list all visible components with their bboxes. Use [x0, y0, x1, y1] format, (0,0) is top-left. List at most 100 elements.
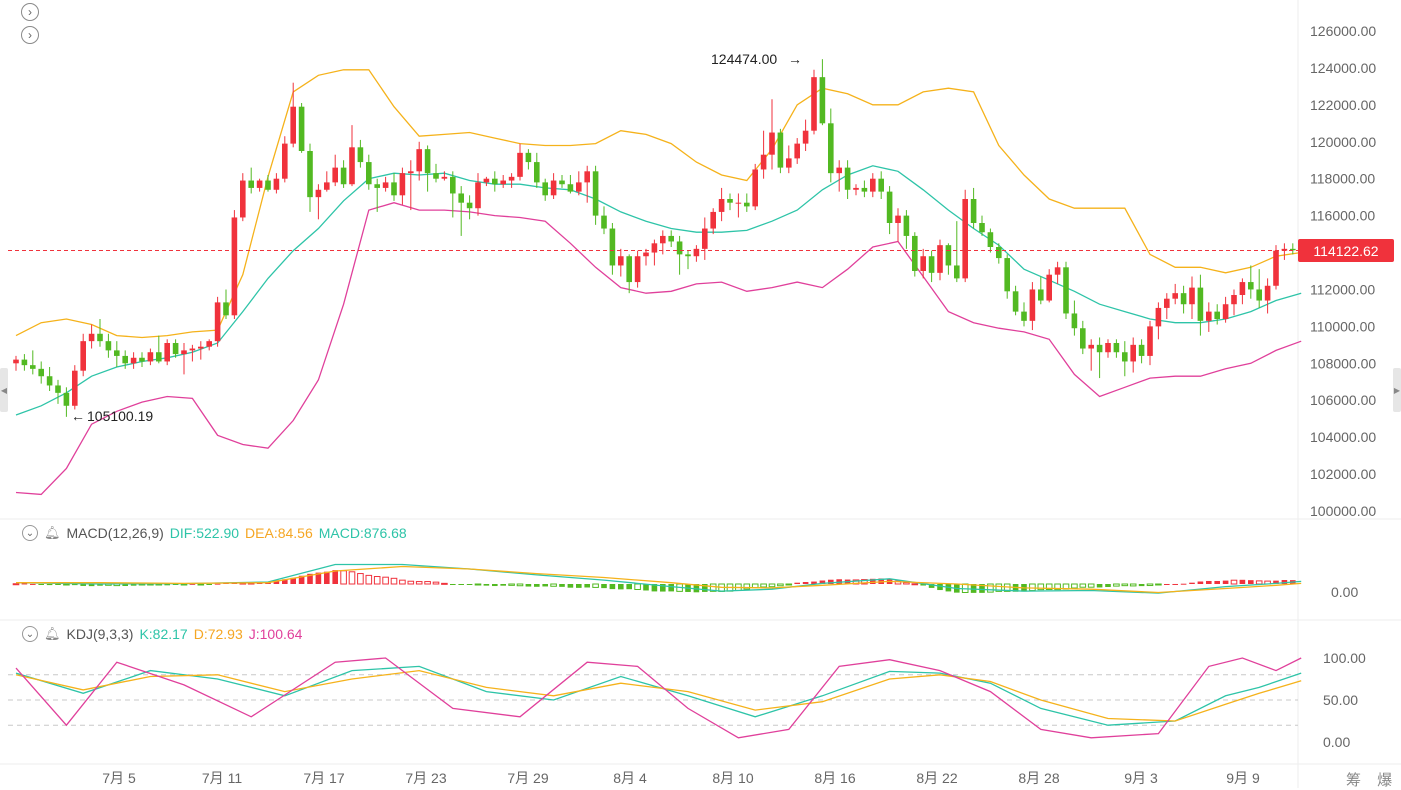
candle-body [206, 341, 212, 347]
bell-icon[interactable]: 🔔︎ [44, 626, 61, 641]
macd-histogram-bar [1129, 583, 1137, 587]
date-tick-label: 7月 5 [102, 770, 136, 786]
macd-histogram-bar [282, 579, 288, 584]
macd-histogram-bar [450, 584, 456, 585]
candle-body [55, 385, 61, 393]
nav-prev-button[interactable]: › [21, 3, 39, 21]
price-tick-label: 122000.00 [1310, 97, 1376, 113]
candle-body [618, 256, 624, 266]
candle-body [828, 123, 834, 174]
candle-body [433, 173, 439, 179]
kdj-axis-label: 100.00 [1323, 650, 1366, 666]
macd-histogram-bar [324, 571, 330, 584]
macd-histogram-bar [861, 579, 868, 585]
macd-histogram-bar [214, 583, 221, 585]
kdj-d-line [15, 669, 1302, 722]
nav-next-button[interactable]: › [21, 26, 39, 44]
candle-body [517, 152, 523, 177]
candle-body [870, 178, 876, 192]
candle-body [13, 359, 19, 364]
macd-title: ⌄ 🔔︎ MACD(12,26,9) DIF:522.90 DEA:84.56 … [22, 525, 407, 541]
macd-histogram-bar [584, 584, 590, 588]
candle-body [1172, 293, 1178, 299]
macd-histogram-bar [743, 583, 751, 590]
candle-body [1206, 311, 1212, 321]
macd-histogram-bar [1054, 583, 1061, 591]
candle-body [668, 235, 674, 242]
macd-histogram-bar [474, 583, 482, 586]
macd-histogram-bar [1206, 580, 1212, 584]
macd-histogram-bar [466, 584, 473, 585]
candle-body [80, 341, 86, 371]
macd-histogram-bar [525, 584, 532, 587]
candle-body [634, 256, 641, 283]
macd-histogram-bar [1037, 583, 1045, 591]
macd-histogram-bar [576, 584, 582, 588]
macd-histogram-bar [315, 572, 322, 584]
bollinger-mid-line [15, 165, 1302, 416]
candle-body [727, 199, 733, 203]
candle-body [1071, 313, 1078, 329]
candle-body [340, 167, 347, 185]
candle-body [718, 199, 725, 212]
candlesticks [13, 59, 1296, 417]
candle-body [214, 302, 221, 342]
macd-histogram-bar [38, 584, 44, 585]
macd-histogram-bar [693, 584, 700, 593]
candle-body [769, 132, 775, 155]
price-tick-label: 112000.00 [1310, 281, 1375, 297]
right-expand-handle[interactable]: ▶ [1393, 368, 1401, 412]
candle-body [886, 191, 893, 223]
candle-body [693, 248, 700, 257]
price-tick-label: 106000.00 [1310, 392, 1376, 408]
candle-body [710, 211, 716, 229]
candle-body [408, 171, 414, 174]
candle-body [777, 132, 784, 168]
macd-histogram-bar [424, 581, 431, 585]
date-tick-label: 9月 3 [1124, 770, 1158, 786]
candle-body [534, 162, 540, 183]
candle-body [1248, 282, 1254, 290]
candle-body [970, 199, 977, 223]
candle-body [416, 149, 422, 172]
macd-dif-line [15, 563, 1302, 594]
macd-histogram-bar [1248, 580, 1254, 584]
triangle-right-icon: ▶ [1393, 385, 1401, 395]
macd-histogram-bar [768, 583, 776, 588]
candle-body [1130, 344, 1136, 362]
date-tick-label: 7月 29 [507, 770, 548, 786]
macd-histogram-bar [483, 584, 490, 586]
macd-histogram-bar [88, 584, 95, 587]
macd-dea-line [16, 565, 1302, 594]
collapse-chevron-icon[interactable]: ⌄ [22, 626, 38, 642]
macd-histogram-bar [903, 582, 910, 585]
bell-icon[interactable]: 🔔︎ [44, 525, 61, 540]
candle-body [1138, 344, 1145, 356]
candle-body [903, 215, 910, 236]
candle-body [626, 256, 632, 283]
macd-histogram-bar [365, 574, 373, 585]
macd-histogram-bar [668, 584, 674, 592]
left-collapse-handle[interactable]: ◀ [0, 368, 8, 412]
candle-body [114, 350, 120, 356]
macd-histogram-bar [348, 571, 356, 585]
collapse-chevron-icon[interactable]: ⌄ [22, 525, 38, 541]
candle-body [1164, 298, 1170, 308]
macd-histogram-bar [1155, 583, 1162, 586]
macd-histogram-bar [618, 584, 624, 590]
macd-histogram-bar [995, 583, 1003, 592]
macd-histogram-bar [550, 583, 557, 587]
candle-body [567, 184, 574, 192]
macd-histogram-bar [1121, 583, 1129, 587]
candle-body [424, 149, 431, 174]
candle-body [332, 167, 338, 183]
candle-body [38, 368, 44, 377]
candle-body [382, 182, 389, 188]
candle-body [996, 247, 1002, 259]
candle-body [811, 77, 817, 131]
candle-body [240, 180, 246, 218]
candle-body [181, 350, 187, 355]
corner-tools[interactable]: 筹 爆 [1346, 772, 1399, 789]
candle-body [542, 182, 548, 196]
macd-histogram-bar [1113, 583, 1120, 587]
